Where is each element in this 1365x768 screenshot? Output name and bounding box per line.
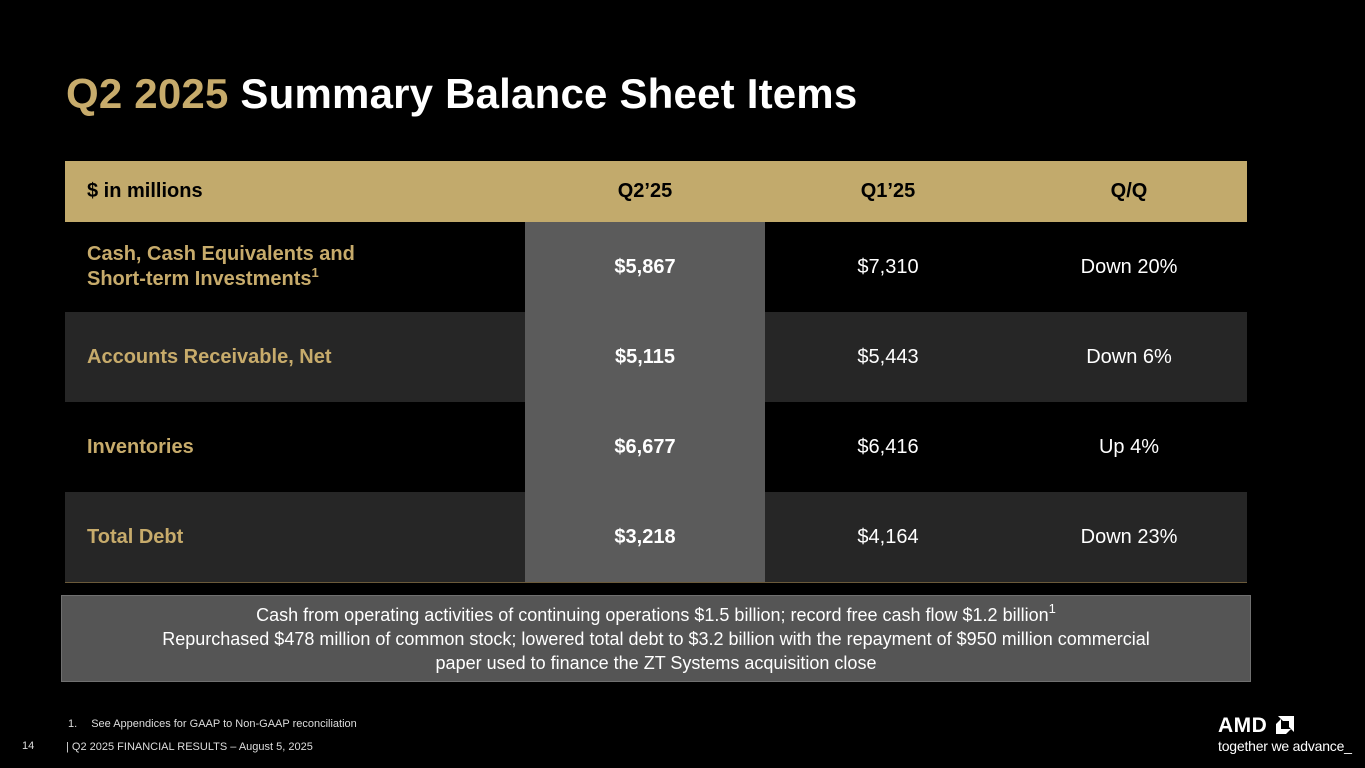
highlights-callout: Cash from operating activities of contin… bbox=[61, 595, 1251, 682]
footnote-text: See Appendices for GAAP to Non-GAAP reco… bbox=[91, 718, 357, 730]
callout-line-1: Cash from operating activities of contin… bbox=[256, 601, 1056, 625]
logo-text: AMD bbox=[1218, 714, 1268, 737]
amd-arrow-icon bbox=[1276, 716, 1294, 734]
footnote-number: 1. bbox=[68, 718, 78, 730]
footnote: 1. See Appendices for GAAP to Non-GAAP re… bbox=[68, 718, 357, 730]
table-row-receivables: Accounts Receivable, Net $5,115 $5,443 D… bbox=[65, 312, 1247, 402]
cell-q1-25: $6,416 bbox=[857, 435, 919, 458]
row-label: Cash, Cash Equivalents and Short-term In… bbox=[87, 243, 355, 290]
slide-title: Q2 2025 Summary Balance Sheet Items bbox=[66, 70, 857, 118]
cell-q1-25: $5,443 bbox=[857, 345, 919, 368]
document-footer: | Q2 2025 FINANCIAL RESULTS – August 5, … bbox=[66, 741, 313, 753]
cell-q2-25: $6,677 bbox=[525, 402, 765, 492]
header-q2-25: Q2’25 bbox=[617, 180, 673, 202]
cell-qq: Down 23% bbox=[1080, 525, 1178, 548]
header-qq: Q/Q bbox=[1110, 180, 1148, 202]
table-row-cash: Cash, Cash Equivalents and Short-term In… bbox=[65, 222, 1247, 312]
cell-q1-25: $4,164 bbox=[857, 525, 919, 548]
title-main: Summary Balance Sheet Items bbox=[240, 70, 858, 117]
cell-qq: Down 6% bbox=[1086, 345, 1172, 368]
cell-qq: Down 20% bbox=[1080, 255, 1178, 278]
header-units: $ in millions bbox=[87, 180, 203, 202]
callout-line-2: Repurchased $478 million of common stock… bbox=[162, 629, 1150, 649]
row-label: Inventories bbox=[87, 435, 194, 458]
row-label: Total Debt bbox=[87, 525, 184, 548]
callout-line-3: paper used to finance the ZT Systems acq… bbox=[435, 653, 877, 673]
cell-q2-25: $5,867 bbox=[525, 222, 765, 312]
title-accent: Q2 2025 bbox=[66, 70, 229, 117]
cell-q2-25: $3,218 bbox=[525, 492, 765, 582]
cell-qq: Up 4% bbox=[1098, 435, 1160, 458]
footnote-ref: 1 bbox=[311, 265, 319, 280]
cell-q2-25: $5,115 bbox=[525, 312, 765, 402]
table-row-inventories: Inventories $6,677 $6,416 Up 4% bbox=[65, 402, 1247, 492]
header-q1-25: Q1’25 bbox=[860, 180, 916, 202]
table-header: $ in millions Q2’25 Q1’25 Q/Q bbox=[65, 161, 1247, 222]
tagline: together we advance_ bbox=[1218, 738, 1352, 754]
table-row-total-debt: Total Debt $3,218 $4,164 Down 23% bbox=[65, 492, 1247, 583]
balance-sheet-table: $ in millions Q2’25 Q1’25 Q/Q Cash, Cash… bbox=[65, 161, 1247, 583]
row-label: Accounts Receivable, Net bbox=[87, 345, 332, 368]
cell-q1-25: $7,310 bbox=[857, 255, 919, 278]
page-number: 14 bbox=[22, 740, 35, 752]
amd-logo: AMD together we advance_ bbox=[1218, 714, 1353, 758]
footnote-ref: 1 bbox=[1048, 601, 1056, 616]
